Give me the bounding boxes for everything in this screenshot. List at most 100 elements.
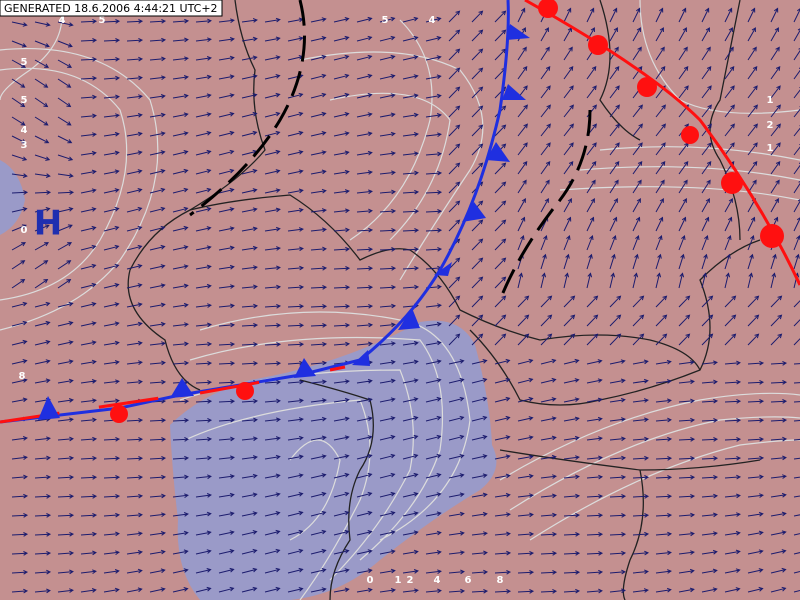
wind-arrow bbox=[747, 104, 758, 118]
wind-arrow bbox=[103, 321, 120, 327]
wind-arrow bbox=[218, 207, 235, 213]
wind-arrow bbox=[241, 93, 258, 99]
wind-arrow bbox=[149, 341, 166, 346]
wind-arrow bbox=[287, 207, 304, 213]
wind-arrow bbox=[425, 434, 442, 441]
wind-arrow bbox=[264, 303, 282, 309]
wind-arrow bbox=[333, 266, 351, 271]
wind-arrow bbox=[11, 569, 29, 575]
wind-arrow bbox=[172, 399, 190, 404]
wind-arrow bbox=[310, 111, 327, 118]
wind-arrow bbox=[471, 531, 488, 536]
wind-arrow bbox=[678, 360, 695, 365]
wind-arrow bbox=[678, 550, 695, 555]
wind-arrow bbox=[632, 179, 642, 194]
wind-arrow bbox=[287, 548, 304, 555]
wind-arrow bbox=[632, 513, 650, 518]
wind-arrow bbox=[126, 131, 143, 137]
wind-arrow bbox=[563, 551, 581, 556]
wind-arrow bbox=[195, 206, 212, 213]
wind-arrow bbox=[425, 321, 442, 327]
wind-arrow bbox=[448, 295, 461, 308]
wind-arrow bbox=[609, 455, 627, 461]
wind-arrow bbox=[34, 40, 50, 48]
wind-arrow bbox=[793, 570, 800, 574]
wind-arrow bbox=[448, 454, 465, 460]
wind-arrow bbox=[241, 455, 258, 460]
wind-arrow bbox=[517, 358, 534, 365]
wind-arrow bbox=[356, 112, 373, 118]
wind-arrow bbox=[379, 588, 396, 593]
wind-arrow bbox=[149, 418, 167, 423]
wind-arrow bbox=[517, 570, 535, 575]
wind-arrow bbox=[793, 319, 800, 327]
wind-arrow bbox=[494, 124, 507, 137]
wind-arrow bbox=[678, 568, 695, 574]
wind-arrow bbox=[632, 359, 649, 365]
wind-arrow bbox=[195, 341, 213, 347]
wind-arrow bbox=[34, 154, 51, 161]
wind-arrow bbox=[540, 235, 548, 251]
wind-arrow bbox=[425, 16, 442, 23]
wind-arrow bbox=[701, 85, 712, 99]
wind-arrow bbox=[218, 586, 235, 593]
wind-arrow bbox=[264, 529, 281, 536]
wind-arrow bbox=[356, 285, 374, 290]
wind-arrow bbox=[333, 304, 351, 309]
wind-arrow bbox=[448, 219, 461, 232]
wind-arrow bbox=[264, 511, 281, 517]
wind-arrow bbox=[57, 78, 72, 88]
wind-arrow bbox=[195, 187, 212, 194]
wind-arrow bbox=[11, 78, 26, 88]
wind-arrow bbox=[149, 169, 166, 175]
wind-arrow bbox=[264, 36, 281, 42]
wind-arrow bbox=[701, 568, 718, 574]
wind-arrow bbox=[218, 417, 236, 423]
wind-arrow bbox=[126, 150, 143, 156]
wind-arrow bbox=[80, 94, 98, 100]
contour-label: 1 bbox=[767, 143, 774, 154]
wind-arrow bbox=[747, 85, 758, 99]
wind-arrow bbox=[540, 295, 553, 308]
wind-arrow bbox=[172, 168, 189, 175]
wind-arrow bbox=[103, 38, 121, 43]
wind-arrow bbox=[632, 142, 643, 156]
wind-arrow bbox=[770, 492, 787, 498]
wind-arrow bbox=[747, 586, 764, 593]
wind-arrow bbox=[356, 435, 373, 441]
wind-arrow bbox=[333, 322, 351, 328]
wind-arrow bbox=[747, 272, 754, 289]
generated-timestamp: GENERATED 18.6.2006 4:44:21 UTC+2 bbox=[4, 2, 218, 15]
wind-arrow bbox=[149, 131, 166, 137]
wind-arrow bbox=[241, 284, 258, 290]
wind-arrow bbox=[310, 568, 327, 574]
wind-arrow bbox=[379, 416, 396, 422]
wind-arrow bbox=[747, 123, 758, 137]
wind-arrow bbox=[632, 531, 650, 537]
wind-arrow bbox=[655, 569, 672, 574]
wind-arrow bbox=[793, 106, 800, 118]
wind-arrow bbox=[540, 531, 558, 537]
wind-arrow bbox=[34, 260, 49, 270]
wind-arrow bbox=[701, 437, 719, 442]
wind-arrow bbox=[218, 322, 236, 328]
contour-label: 5 bbox=[382, 15, 389, 26]
wind-arrow bbox=[586, 513, 604, 518]
wind-arrow bbox=[149, 56, 166, 62]
wind-arrow bbox=[425, 209, 443, 214]
wind-arrow bbox=[586, 416, 603, 422]
wind-arrow bbox=[609, 197, 618, 213]
wind-arrow bbox=[402, 208, 420, 214]
wind-arrow bbox=[471, 492, 488, 498]
wind-arrow bbox=[747, 333, 760, 346]
wind-arrow bbox=[425, 303, 442, 308]
wind-arrow bbox=[632, 216, 641, 232]
wind-arrow bbox=[793, 533, 800, 536]
wind-arrow bbox=[402, 340, 419, 346]
wind-arrow bbox=[586, 378, 603, 384]
wind-arrow bbox=[724, 512, 741, 517]
wind-arrow bbox=[471, 550, 488, 556]
wind-arrow bbox=[471, 333, 484, 346]
wind-arrow bbox=[563, 588, 581, 594]
wind-arrow bbox=[701, 531, 718, 536]
